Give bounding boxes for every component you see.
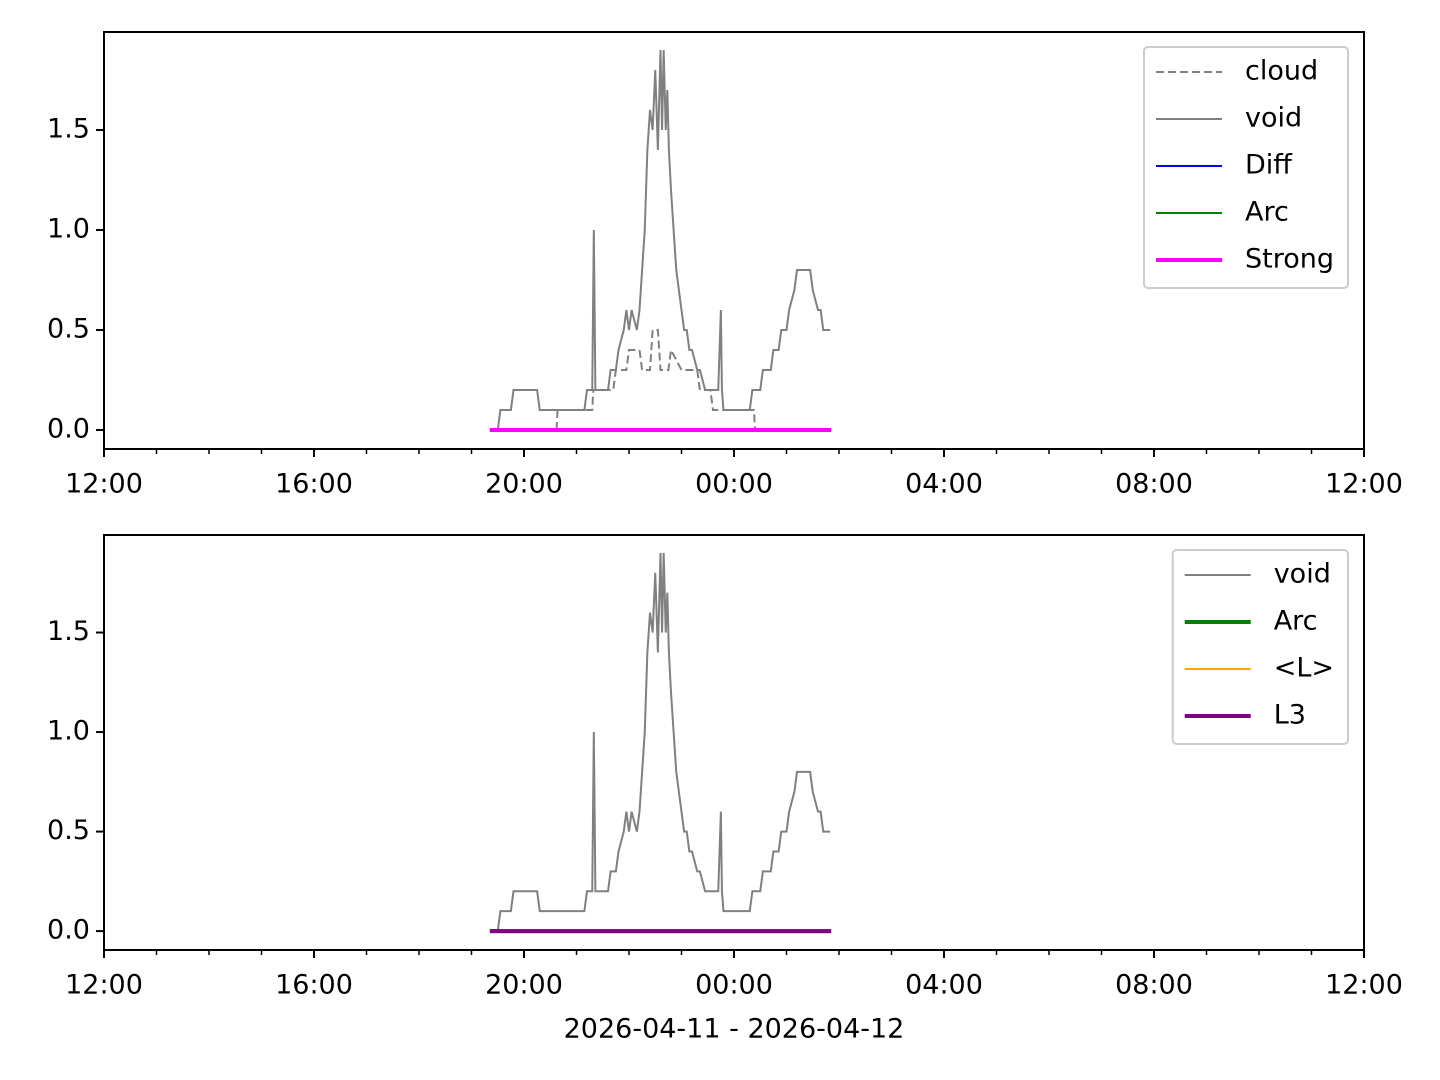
- x-tick-label: 16:00: [275, 970, 353, 1001]
- legend-label: cloud: [1245, 56, 1318, 87]
- legend-label: <L>: [1274, 653, 1334, 684]
- x-tick-label: 20:00: [485, 970, 563, 1001]
- legend-frame: [1142, 46, 1349, 289]
- y-tick-label: 0.0: [47, 414, 90, 445]
- legend-label: Strong: [1245, 244, 1334, 275]
- y-tick-label: 0.5: [47, 815, 90, 846]
- y-tick-label: 1.0: [47, 716, 90, 747]
- x-tick-label: 08:00: [1115, 970, 1193, 1001]
- x-tick-label: 00:00: [695, 970, 773, 1001]
- legend-label: Arc: [1245, 197, 1289, 228]
- x-axis-label: 2026-04-11 - 2026-04-12: [564, 1014, 905, 1045]
- y-tick-label: 0.0: [47, 915, 90, 946]
- y-tick-label: 0.5: [47, 314, 90, 345]
- x-tick-label: 12:00: [65, 970, 143, 1001]
- x-tick-label: 08:00: [1115, 469, 1193, 500]
- series-line: [489, 49, 831, 431]
- legend-label: void: [1245, 103, 1302, 134]
- legend: void Arc <L> L3: [1171, 549, 1349, 745]
- x-tick-label: 12:00: [1325, 970, 1403, 1001]
- legend: cloud void Diff Arc Strong: [1142, 46, 1349, 289]
- axes: 12:00 16:00 20:00 00:00 04:00 08:00 12:00 0.0 0.…: [47, 31, 1403, 500]
- x-tick-label: 16:00: [275, 469, 353, 500]
- x-tick-label: 12:00: [1325, 469, 1403, 500]
- legend-frame: [1171, 549, 1349, 745]
- series-line: [489, 552, 831, 933]
- x-tick-label: 20:00: [485, 469, 563, 500]
- x-tick-label: 12:00: [65, 469, 143, 500]
- y-tick-label: 1.0: [47, 214, 90, 245]
- legend-label: L3: [1274, 700, 1306, 731]
- x-tick-label: 00:00: [695, 469, 773, 500]
- series-line: [555, 329, 756, 431]
- y-tick-label: 1.5: [47, 616, 90, 647]
- axes: 12:00 16:00 20:00 00:00 04:00 08:00 12:00 0.0 0.…: [47, 534, 1403, 1045]
- x-tick-label: 04:00: [905, 469, 983, 500]
- legend-label: void: [1274, 559, 1331, 590]
- legend-label: Diff: [1245, 150, 1293, 181]
- legend-label: Arc: [1274, 606, 1318, 637]
- x-tick-label: 04:00: [905, 970, 983, 1001]
- y-tick-label: 1.5: [47, 114, 90, 145]
